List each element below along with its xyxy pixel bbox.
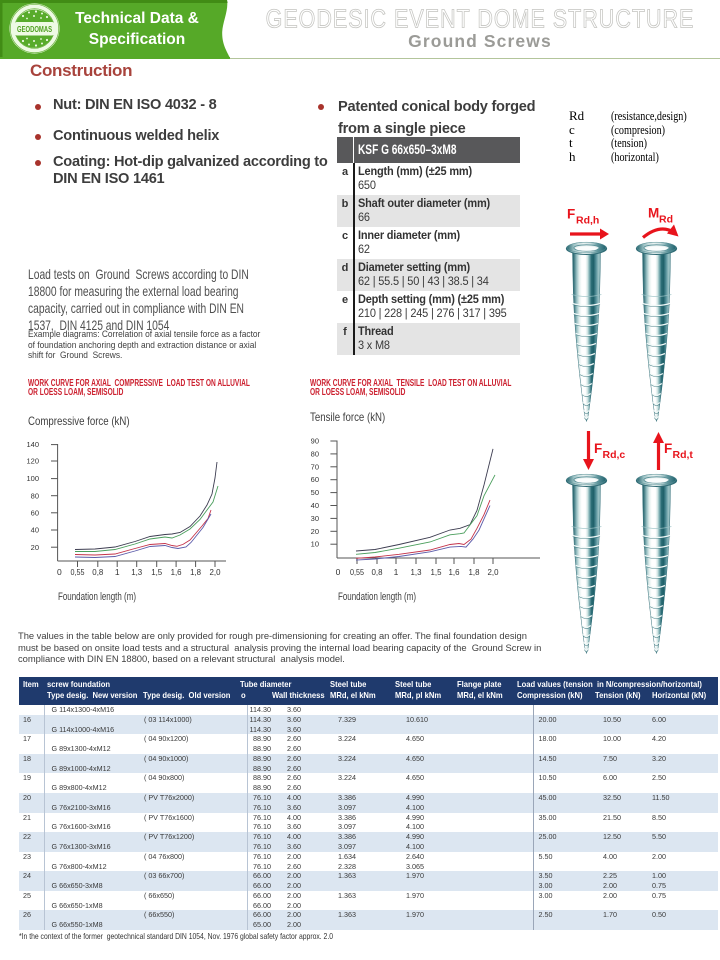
svg-text:10: 10 <box>311 540 319 549</box>
svg-text:0,8: 0,8 <box>372 567 383 577</box>
svg-text:1,6: 1,6 <box>171 567 182 577</box>
svg-text:40: 40 <box>311 501 319 510</box>
svg-text:1,5: 1,5 <box>431 567 442 577</box>
svg-text:F: F <box>664 441 672 456</box>
svg-text:80: 80 <box>311 449 319 458</box>
svg-text:50: 50 <box>311 488 319 497</box>
svg-text:70: 70 <box>311 462 319 471</box>
svg-text:20: 20 <box>31 543 39 552</box>
svg-text:Foundation length (m): Foundation length (m) <box>338 591 416 603</box>
svg-text:2,0: 2,0 <box>488 567 499 577</box>
svg-text:100: 100 <box>26 474 39 483</box>
svg-text:1,5: 1,5 <box>151 567 162 577</box>
svg-text:Rd: Rd <box>659 214 673 226</box>
svg-text:F: F <box>567 207 575 222</box>
svg-text:140: 140 <box>26 440 39 449</box>
svg-text:60: 60 <box>311 475 319 484</box>
svg-text:2,0: 2,0 <box>210 567 221 577</box>
svg-text:1,8: 1,8 <box>190 567 201 577</box>
svg-text:0,55: 0,55 <box>71 567 85 577</box>
svg-text:Foundation length (m): Foundation length (m) <box>58 591 136 603</box>
svg-text:Rd,h: Rd,h <box>576 215 599 227</box>
svg-text:1: 1 <box>394 567 399 577</box>
svg-text:1,3: 1,3 <box>411 567 422 577</box>
svg-text:90: 90 <box>311 437 319 446</box>
svg-text:80: 80 <box>31 491 39 500</box>
svg-text:1,3: 1,3 <box>131 567 142 577</box>
svg-text:F: F <box>594 441 602 456</box>
svg-text:M: M <box>648 206 659 221</box>
svg-text:30: 30 <box>311 514 319 523</box>
svg-text:0,55: 0,55 <box>350 567 364 577</box>
svg-text:40: 40 <box>31 526 39 535</box>
svg-text:0: 0 <box>57 567 62 577</box>
svg-text:120: 120 <box>26 457 39 466</box>
svg-text:Rd,t: Rd,t <box>673 449 694 461</box>
svg-text:GEODOMAS: GEODOMAS <box>17 24 52 34</box>
svg-text:1,8: 1,8 <box>469 567 480 577</box>
svg-text:1,6: 1,6 <box>449 567 460 577</box>
svg-text:60: 60 <box>31 508 39 517</box>
svg-text:0: 0 <box>336 567 341 577</box>
svg-text:1: 1 <box>115 567 120 577</box>
svg-text:Rd,c: Rd,c <box>603 449 626 461</box>
svg-text:20: 20 <box>311 527 319 536</box>
svg-text:0,8: 0,8 <box>92 567 103 577</box>
